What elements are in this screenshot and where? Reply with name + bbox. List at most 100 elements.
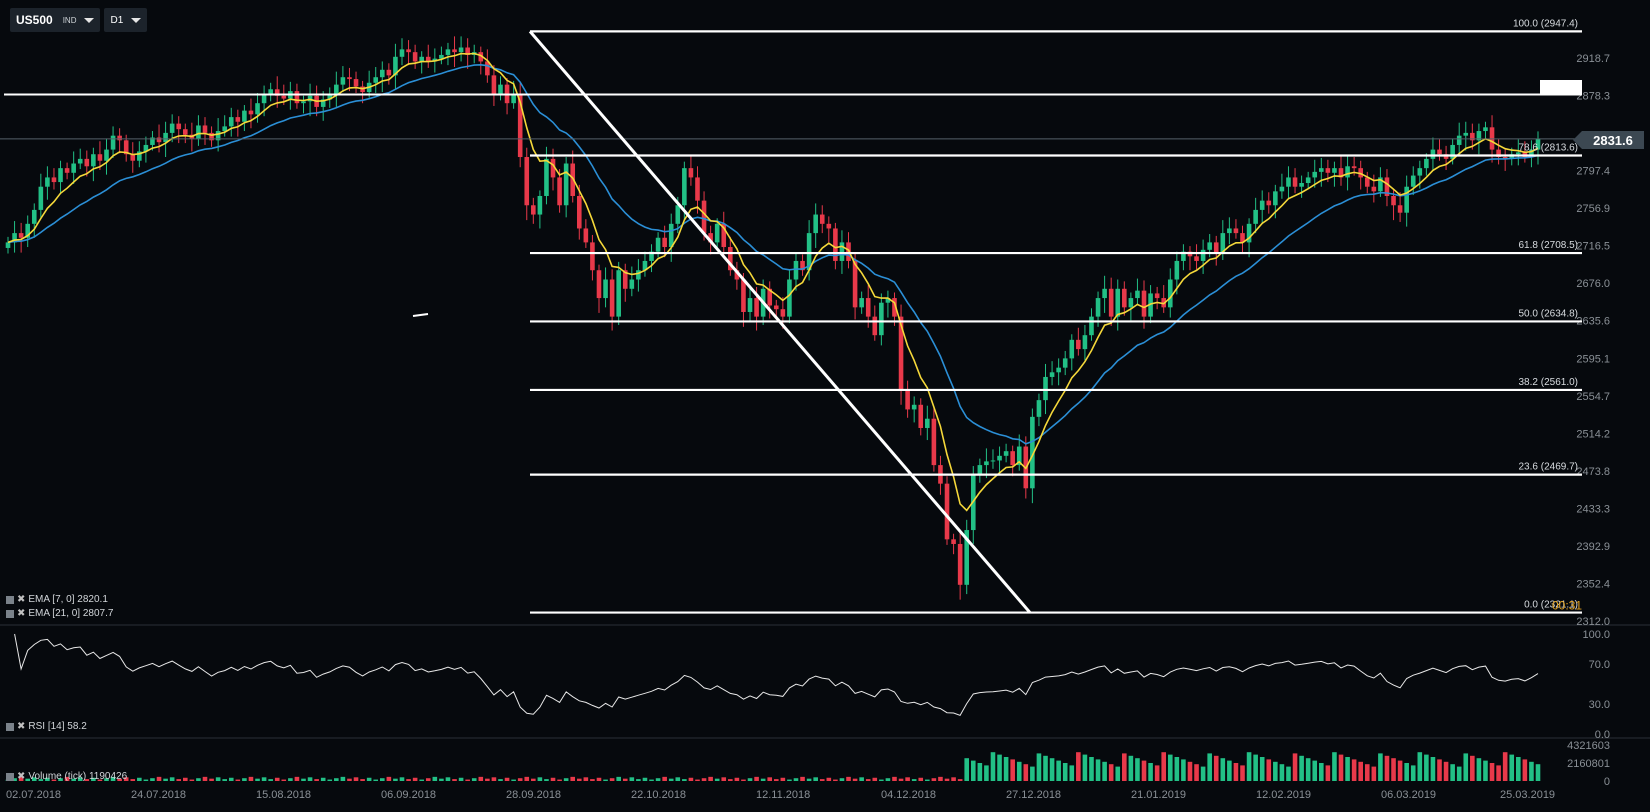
- candle[interactable]: [747, 298, 753, 312]
- candle[interactable]: [944, 483, 950, 540]
- candle[interactable]: [25, 223, 30, 238]
- candle[interactable]: [137, 151, 142, 161]
- candle[interactable]: [1470, 132, 1475, 141]
- candle[interactable]: [84, 158, 90, 167]
- candle[interactable]: [130, 154, 136, 161]
- candle[interactable]: [182, 129, 188, 135]
- candle[interactable]: [642, 260, 648, 271]
- trend-line[interactable]: [528, 30, 1032, 614]
- candle[interactable]: [1043, 376, 1048, 401]
- candle[interactable]: [839, 242, 845, 261]
- candle[interactable]: [622, 270, 628, 289]
- candle[interactable]: [209, 132, 214, 141]
- close-icon[interactable]: ✖: [17, 608, 26, 619]
- candle[interactable]: [1174, 260, 1180, 280]
- candle[interactable]: [1194, 256, 1199, 261]
- candle[interactable]: [629, 279, 635, 289]
- candle[interactable]: [1049, 372, 1055, 377]
- candle[interactable]: [1292, 177, 1298, 187]
- candle[interactable]: [163, 132, 168, 143]
- candle[interactable]: [1417, 168, 1423, 176]
- candle[interactable]: [1378, 177, 1383, 192]
- candle[interactable]: [1062, 358, 1068, 368]
- candle[interactable]: [596, 270, 602, 299]
- candle[interactable]: [859, 298, 864, 308]
- candle[interactable]: [1450, 144, 1455, 159]
- candle[interactable]: [826, 223, 832, 229]
- candle[interactable]: [1076, 339, 1081, 350]
- candle[interactable]: [379, 69, 385, 78]
- candle[interactable]: [1463, 132, 1469, 136]
- close-icon[interactable]: ✖: [17, 721, 26, 732]
- candle[interactable]: [1299, 182, 1304, 187]
- timeframe-selector[interactable]: D1: [104, 8, 148, 32]
- candle[interactable]: [215, 131, 221, 141]
- drawing-mark[interactable]: [412, 313, 429, 317]
- candle[interactable]: [196, 125, 201, 139]
- close-icon[interactable]: ✖: [17, 771, 26, 782]
- candle[interactable]: [1456, 135, 1462, 145]
- candle[interactable]: [261, 93, 267, 104]
- candle[interactable]: [77, 158, 83, 164]
- candle[interactable]: [452, 49, 457, 53]
- candle[interactable]: [1529, 149, 1534, 158]
- candle[interactable]: [242, 110, 247, 122]
- candle[interactable]: [550, 158, 556, 178]
- candle[interactable]: [228, 117, 234, 127]
- candle[interactable]: [1476, 131, 1482, 141]
- candle[interactable]: [399, 49, 405, 57]
- candle[interactable]: [918, 404, 924, 428]
- candle[interactable]: [905, 390, 910, 410]
- candle[interactable]: [1259, 200, 1265, 210]
- candle[interactable]: [1200, 249, 1206, 261]
- candle[interactable]: [1338, 168, 1344, 178]
- settings-icon[interactable]: [6, 722, 14, 731]
- candle[interactable]: [668, 223, 674, 248]
- candle[interactable]: [714, 223, 720, 243]
- candle[interactable]: [248, 110, 254, 115]
- candle[interactable]: [1404, 186, 1409, 213]
- candle[interactable]: [51, 177, 57, 183]
- candle[interactable]: [458, 47, 464, 53]
- candle[interactable]: [340, 77, 346, 85]
- candle[interactable]: [1220, 233, 1226, 254]
- candle[interactable]: [1319, 168, 1324, 172]
- candle[interactable]: [682, 168, 687, 206]
- candle[interactable]: [655, 237, 661, 252]
- candle[interactable]: [386, 69, 392, 76]
- candle[interactable]: [1286, 177, 1291, 187]
- candle[interactable]: [852, 260, 858, 308]
- candle[interactable]: [879, 302, 884, 336]
- candle[interactable]: [281, 95, 287, 99]
- candle[interactable]: [491, 75, 497, 94]
- candle[interactable]: [557, 177, 562, 206]
- candle[interactable]: [1082, 335, 1088, 350]
- candle[interactable]: [5, 242, 11, 248]
- candle[interactable]: [1325, 168, 1331, 173]
- candle[interactable]: [268, 89, 273, 94]
- candle[interactable]: [1279, 186, 1285, 192]
- candle[interactable]: [616, 270, 621, 317]
- candle[interactable]: [1030, 416, 1035, 489]
- candle[interactable]: [576, 195, 582, 229]
- candle[interactable]: [984, 461, 989, 466]
- candle[interactable]: [708, 233, 713, 243]
- candle[interactable]: [695, 177, 700, 201]
- candle[interactable]: [662, 237, 667, 248]
- candle[interactable]: [1128, 298, 1134, 308]
- candle[interactable]: [1167, 279, 1173, 308]
- candle[interactable]: [885, 298, 891, 303]
- candle[interactable]: [701, 200, 707, 234]
- candle[interactable]: [964, 530, 970, 585]
- candle[interactable]: [1410, 175, 1416, 187]
- candle[interactable]: [590, 242, 595, 271]
- candle[interactable]: [1122, 288, 1127, 308]
- candle[interactable]: [1102, 288, 1107, 299]
- candle[interactable]: [1483, 127, 1488, 132]
- candle[interactable]: [1003, 451, 1009, 456]
- candle[interactable]: [1273, 191, 1278, 206]
- candle[interactable]: [583, 228, 589, 243]
- candle[interactable]: [524, 157, 530, 206]
- candle[interactable]: [1391, 195, 1396, 206]
- candle[interactable]: [675, 205, 681, 224]
